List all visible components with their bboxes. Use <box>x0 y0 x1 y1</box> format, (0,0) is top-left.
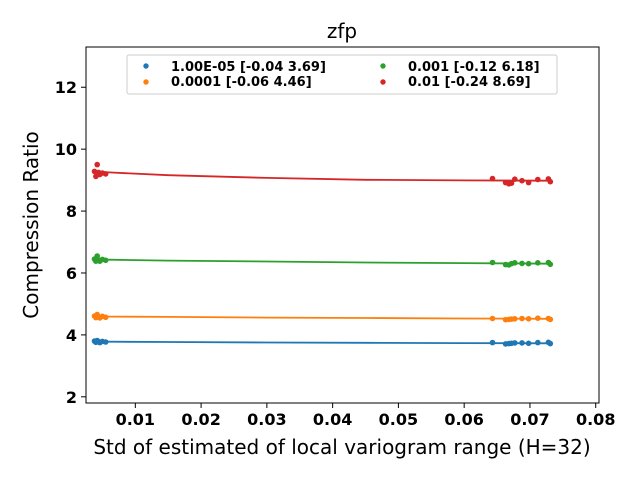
x-tick-label: 0.08 <box>576 410 615 429</box>
y-tick-label: 2 <box>66 388 77 407</box>
data-point-series-1 <box>535 315 541 322</box>
data-point-series-0 <box>512 340 518 346</box>
data-point-series-3 <box>102 171 109 177</box>
data-point-series-1 <box>547 316 554 323</box>
fit-line-series-2 <box>92 258 550 265</box>
data-point-series-0 <box>525 340 532 347</box>
data-point-series-2 <box>547 261 554 268</box>
data-point-series-2 <box>489 259 496 266</box>
data-point-series-3 <box>525 179 532 186</box>
data-point-series-3 <box>519 177 525 184</box>
fit-line-series-3 <box>92 170 550 182</box>
y-axis-title: Compression Ratio <box>19 131 43 318</box>
x-tick-label: 0.03 <box>247 410 286 429</box>
data-point-series-0 <box>489 339 496 346</box>
data-point-series-3 <box>489 175 496 182</box>
data-point-series-3 <box>94 161 100 168</box>
legend-frame <box>126 54 558 95</box>
y-tick-label: 8 <box>66 202 77 221</box>
data-point-series-2 <box>102 257 109 264</box>
legend: 1.00E-05 [-0.04 3.69] 0.0001 [-0.06 4.46… <box>126 54 558 95</box>
data-point-series-0 <box>547 340 554 347</box>
legend-label-0-0001: 0.0001 [-0.06 4.46] <box>171 75 312 90</box>
data-point-series-3 <box>547 178 554 185</box>
x-tick-label: 0.02 <box>181 410 220 429</box>
plot-frame <box>85 46 600 404</box>
axis-ticks: 0.01 0.02 0.03 0.04 0.05 0.06 0.07 0.08 2 4 6 8 10 12 <box>55 78 616 429</box>
x-axis-title: Std of estimated of local variogram rang… <box>93 435 590 459</box>
fit-line-series-0 <box>92 340 550 345</box>
x-tick-label: 0.05 <box>379 410 418 429</box>
data-point-series-3 <box>535 176 541 183</box>
x-tick-label: 0.06 <box>444 410 483 429</box>
legend-marker-1e-05 <box>143 63 149 69</box>
data-point-series-1 <box>489 315 496 322</box>
chart-title: zfp <box>327 19 357 43</box>
y-tick-label: 4 <box>66 326 77 345</box>
data-point-series-0 <box>519 340 525 346</box>
y-tick-label: 6 <box>66 264 77 283</box>
data-point-series-2 <box>525 260 532 267</box>
data-point-series-2 <box>535 260 541 266</box>
data-point-series-3 <box>508 180 515 186</box>
data-point-series-1 <box>519 315 525 322</box>
data-point-series-1 <box>102 314 109 321</box>
legend-marker-0-01 <box>380 79 386 85</box>
x-tick-label: 0.07 <box>510 410 549 429</box>
legend-marker-0-001 <box>380 63 386 69</box>
x-tick-label: 0.04 <box>313 410 352 429</box>
fit-line-series-1 <box>92 315 550 320</box>
plot-area <box>91 161 554 347</box>
data-point-series-1 <box>512 316 518 322</box>
data-point-series-0 <box>535 339 541 346</box>
legend-label-0-001: 0.001 [-0.12 6.18] <box>408 60 540 75</box>
legend-label-0-01: 0.01 [-0.24 8.69] <box>408 75 531 90</box>
y-tick-label: 10 <box>55 140 77 159</box>
legend-label-1e-05: 1.00E-05 [-0.04 3.69] <box>171 60 326 75</box>
data-point-series-3 <box>512 176 518 182</box>
y-tick-label: 12 <box>55 78 77 97</box>
data-point-series-0 <box>102 339 109 345</box>
data-point-series-2 <box>512 260 518 266</box>
x-tick-label: 0.01 <box>116 410 155 429</box>
legend-marker-0-0001 <box>143 79 149 85</box>
data-point-series-1 <box>525 316 532 322</box>
data-point-series-2 <box>519 260 525 267</box>
